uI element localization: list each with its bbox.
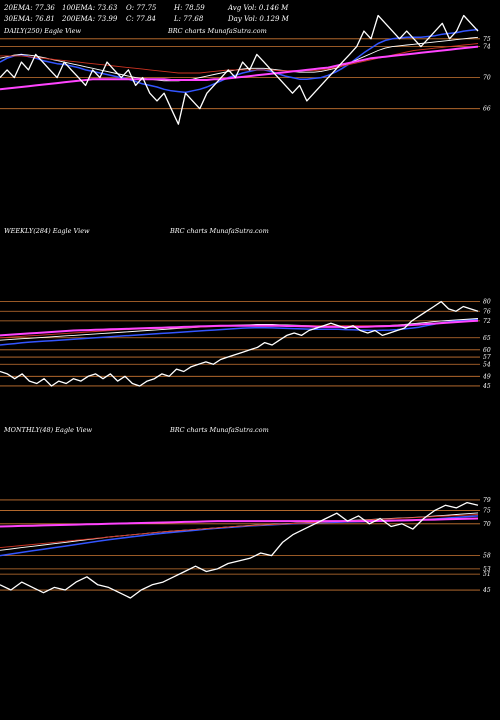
monthly-tick-label: 75 — [483, 508, 491, 515]
monthly-ema-red-line — [0, 514, 479, 549]
monthly-tick-label: 45 — [482, 587, 491, 594]
daily-tick-label: 74 — [483, 44, 491, 51]
monthly-tick-label: 70 — [483, 521, 491, 528]
monthly-tick-label: 58 — [483, 553, 491, 560]
monthly-tick-label: 79 — [483, 497, 491, 504]
weekly-tick-label: 54 — [483, 361, 491, 368]
monthly-panel-label: MONTHLY(48) Eagle View — [4, 426, 93, 434]
daily-tick-label: 70 — [483, 75, 491, 82]
weekly-tick-label: 57 — [483, 354, 491, 361]
weekly-tick-label: 60 — [483, 347, 491, 354]
monthly-price-line — [0, 501, 479, 599]
monthly-tick-label: 53 — [483, 566, 491, 573]
weekly-tick-label: 76 — [483, 308, 491, 315]
monthly-tick-label: 51 — [483, 571, 491, 578]
weekly-tick-label: 49 — [482, 373, 491, 380]
header-open: O: 77.75 — [126, 4, 157, 12]
weekly-panel-credit: BRC charts MunafaSutra.com — [170, 227, 269, 235]
weekly-tick-label: 80 — [483, 299, 491, 306]
header-close: C: 77.84 — [126, 15, 156, 23]
weekly-ema-fast-line — [0, 318, 479, 346]
weekly-price-line — [0, 300, 479, 387]
monthly-panel-credit: BRC charts MunafaSutra.com — [170, 426, 269, 434]
daily-panel-label: DAILY(250) Eagle View — [4, 27, 82, 35]
header-low: L: 77.68 — [174, 15, 204, 23]
header-high: H: 78.59 — [174, 4, 205, 12]
header-day-vol: Day Vol: 0.129 M — [228, 15, 289, 23]
weekly-ema-slow-line — [0, 319, 479, 337]
header-30ema: 30EMA: 76.81 — [4, 15, 55, 23]
header-avg-vol: Avg Vol: 0.146 M — [228, 4, 289, 12]
daily-panel-credit: BRC charts MunafaSutra.com — [168, 27, 267, 35]
header-20ema: 20EMA: 77.36 — [4, 4, 55, 12]
weekly-tick-label: 65 — [483, 335, 491, 342]
daily-tick-label: 66 — [483, 106, 491, 113]
weekly-tick-label: 72 — [483, 318, 491, 325]
daily-ema-slow-line — [0, 45, 479, 91]
header-200ema: 200EMA: 73.99 — [62, 15, 118, 23]
weekly-tick-label: 45 — [482, 383, 491, 390]
monthly-ema-slow-line — [0, 517, 479, 528]
daily-tick-label: 75 — [483, 36, 491, 43]
daily-price-line — [0, 14, 479, 125]
weekly-panel-label: WEEKLY(284) Eagle View — [4, 227, 90, 235]
header-100ema: 100EMA: 73.63 — [62, 4, 118, 12]
